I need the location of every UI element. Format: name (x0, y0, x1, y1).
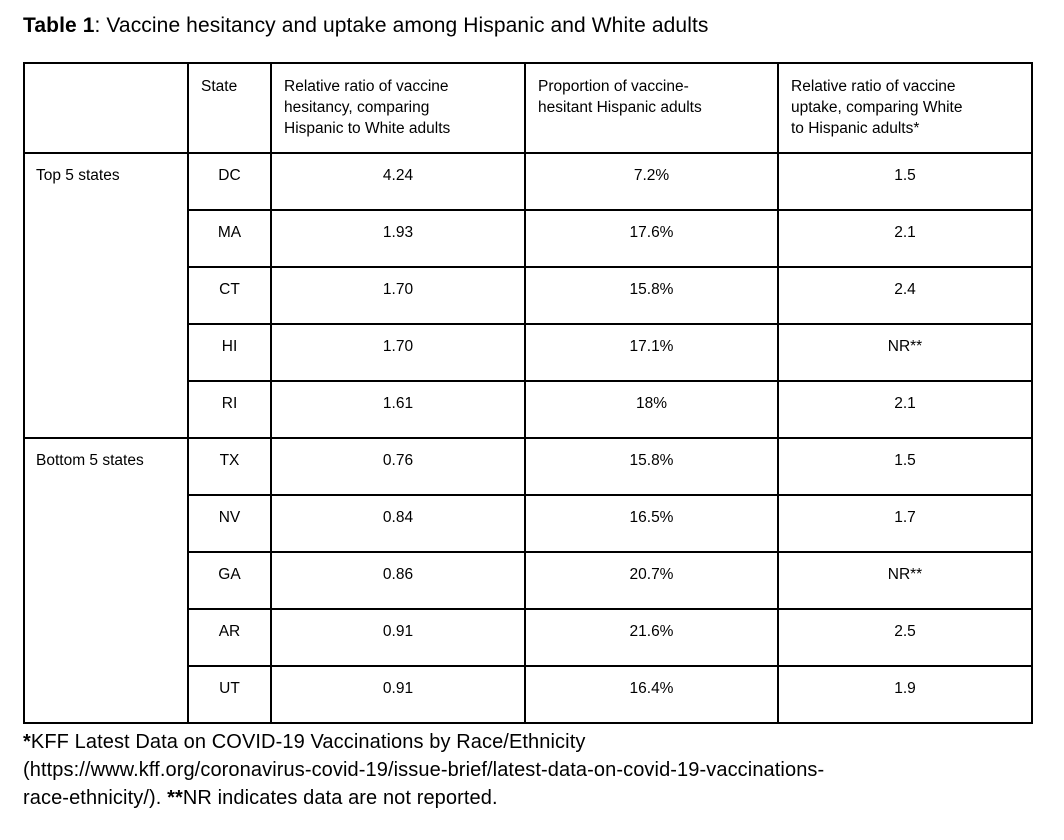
state-cell: UT (187, 665, 272, 724)
table-caption: Table 1: Vaccine hesitancy and uptake am… (23, 13, 1064, 38)
footnote-asterisk: ** (167, 787, 183, 809)
hesitant-proportion-cell: 17.6% (524, 209, 779, 268)
footnote: *KFF Latest Data on COVID-19 Vaccination… (23, 728, 1064, 812)
hesitant-proportion-cell: 18% (524, 380, 779, 439)
header-line: Relative ratio of vaccine (791, 78, 956, 95)
state-cell: MA (187, 209, 272, 268)
header-row: State Relative ratio of vaccine hesitanc… (23, 62, 1033, 154)
hesitant-proportion-cell: 15.8% (524, 437, 779, 496)
footnote-line: race-ethnicity/). **NR indicates data ar… (23, 784, 1064, 812)
header-state-cell: State (187, 62, 272, 154)
hesitant-proportion-cell: 21.6% (524, 608, 779, 667)
hesitancy-ratio-cell: 0.84 (270, 494, 526, 553)
vaccine-table: State Relative ratio of vaccine hesitanc… (23, 62, 1033, 724)
hesitancy-ratio-cell: 0.91 (270, 665, 526, 724)
header-line: hesitancy, comparing (284, 99, 430, 116)
table-caption-label: Table 1 (23, 14, 95, 37)
footnote-line: *KFF Latest Data on COVID-19 Vaccination… (23, 728, 1064, 756)
hesitant-proportion-cell: 20.7% (524, 551, 779, 610)
hesitancy-ratio-cell: 4.24 (270, 152, 526, 211)
header-group-cell (23, 62, 189, 154)
table-row: AR 0.91 21.6% 2.5 (24, 608, 1033, 667)
state-cell: CT (187, 266, 272, 325)
uptake-ratio-cell: 2.1 (777, 380, 1033, 439)
uptake-ratio-cell: 2.1 (777, 209, 1033, 268)
table-row: Bottom 5 states TX 0.76 15.8% 1.5 (23, 437, 1033, 724)
page: Table 1: Vaccine hesitancy and uptake am… (23, 13, 1064, 812)
table-row: GA 0.86 20.7% NR** (24, 551, 1033, 610)
header-line: Relative ratio of vaccine (284, 78, 449, 95)
table-row: UT 0.91 16.4% 1.9 (24, 665, 1033, 724)
uptake-ratio-cell: 2.4 (777, 266, 1033, 325)
header-hesitant-proportion-cell: Proportion of vaccine- hesitant Hispanic… (524, 62, 779, 154)
state-cell: TX (187, 437, 272, 496)
hesitancy-ratio-cell: 1.70 (270, 266, 526, 325)
hesitant-proportion-cell: 15.8% (524, 266, 779, 325)
uptake-ratio-cell: 2.5 (777, 608, 1033, 667)
group-label-cell: Top 5 states (23, 152, 189, 439)
footnote-asterisk: * (23, 731, 31, 753)
header-uptake-ratio-cell: Relative ratio of vaccine uptake, compar… (777, 62, 1033, 154)
header-line: uptake, comparing White (791, 99, 963, 116)
header-line: hesitant Hispanic adults (538, 99, 702, 116)
state-cell: DC (187, 152, 272, 211)
table-row: HI 1.70 17.1% NR** (24, 323, 1033, 382)
footnote-url-text: (https://www.kff.org/coronavirus-covid-1… (23, 759, 825, 781)
hesitancy-ratio-cell: 0.76 (270, 437, 526, 496)
hesitancy-ratio-cell: 1.70 (270, 323, 526, 382)
uptake-ratio-cell: NR** (777, 323, 1033, 382)
hesitancy-ratio-cell: 0.91 (270, 608, 526, 667)
table-row: RI 1.61 18% 2.1 (24, 380, 1033, 439)
state-cell: RI (187, 380, 272, 439)
table-row: MA 1.93 17.6% 2.1 (24, 209, 1033, 268)
uptake-ratio-cell: 1.5 (777, 152, 1033, 211)
state-cell: HI (187, 323, 272, 382)
table-row: Top 5 states DC 4.24 7.2% 1.5 (23, 152, 1033, 439)
header-line: to Hispanic adults* (791, 120, 920, 137)
hesitant-proportion-cell: 16.4% (524, 665, 779, 724)
header-hesitancy-ratio-cell: Relative ratio of vaccine hesitancy, com… (270, 62, 526, 154)
hesitant-proportion-cell: 7.2% (524, 152, 779, 211)
table-row: NV 0.84 16.5% 1.7 (24, 494, 1033, 553)
hesitancy-ratio-cell: 0.86 (270, 551, 526, 610)
table-caption-text: : Vaccine hesitancy and uptake among His… (94, 14, 709, 37)
header-line: Hispanic to White adults (284, 120, 451, 137)
hesitant-proportion-cell: 16.5% (524, 494, 779, 553)
hesitant-proportion-cell: 17.1% (524, 323, 779, 382)
footnote-text: NR indicates data are not reported. (182, 787, 498, 809)
hesitancy-ratio-cell: 1.61 (270, 380, 526, 439)
uptake-ratio-cell: 1.7 (777, 494, 1033, 553)
table-row: CT 1.70 15.8% 2.4 (24, 266, 1033, 325)
footnote-text: KFF Latest Data on COVID-19 Vaccinations… (30, 731, 586, 753)
uptake-ratio-cell: 1.5 (777, 437, 1033, 496)
hesitancy-ratio-cell: 1.93 (270, 209, 526, 268)
state-cell: AR (187, 608, 272, 667)
header-line: Proportion of vaccine- (538, 78, 689, 95)
footnote-line: (https://www.kff.org/coronavirus-covid-1… (23, 756, 1064, 784)
footnote-text: race-ethnicity/). (23, 787, 168, 809)
state-cell: GA (187, 551, 272, 610)
uptake-ratio-cell: NR** (777, 551, 1033, 610)
group-label-cell: Bottom 5 states (23, 437, 189, 724)
state-cell: NV (187, 494, 272, 553)
uptake-ratio-cell: 1.9 (777, 665, 1033, 724)
